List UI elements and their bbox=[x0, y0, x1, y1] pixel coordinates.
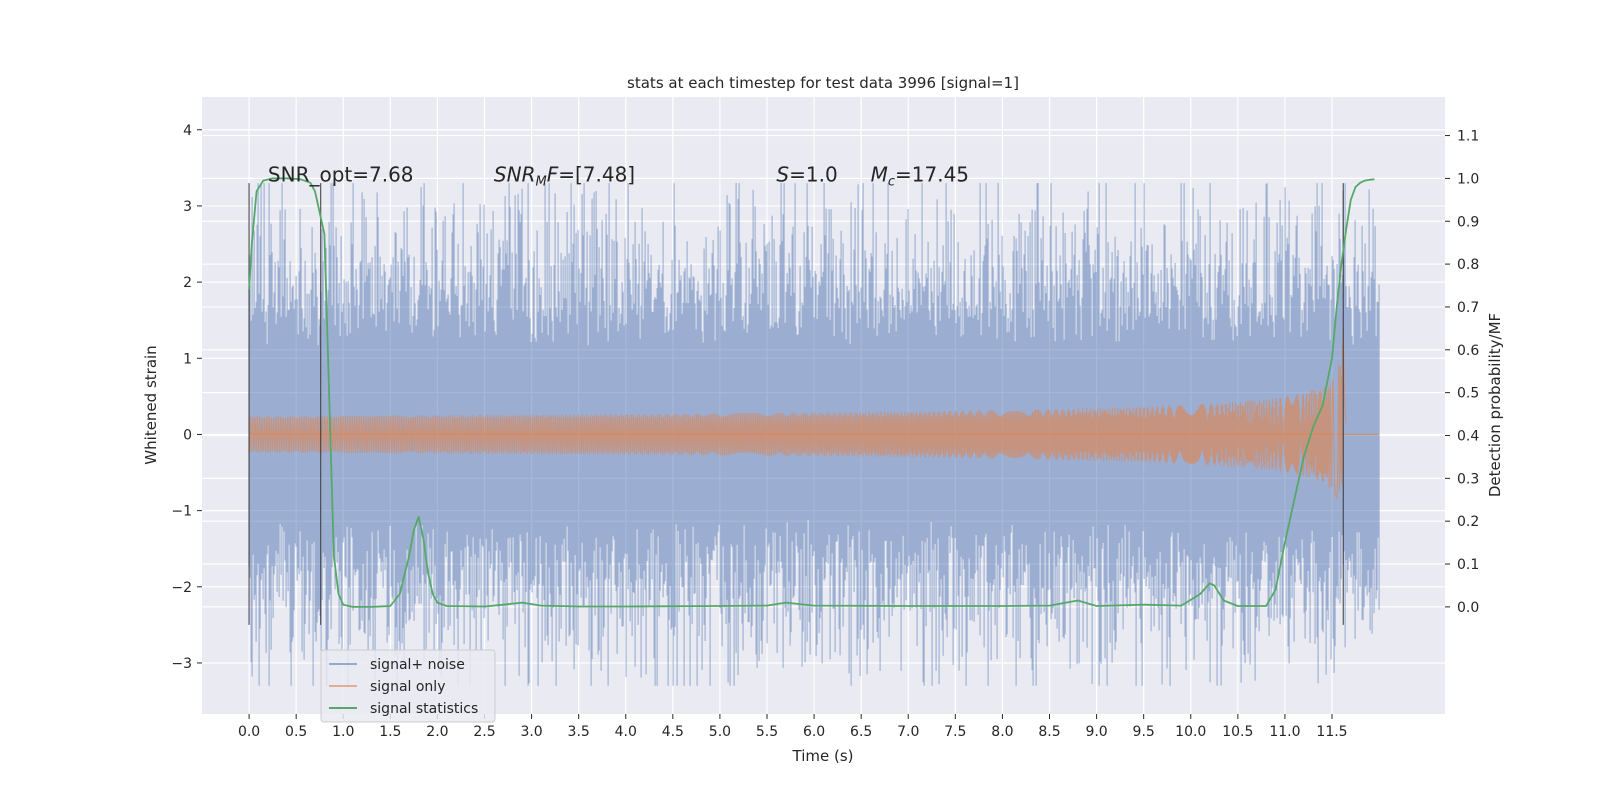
annotation-snr-mf-tail: F bbox=[547, 163, 559, 187]
y-tick-label: 2 bbox=[183, 275, 192, 291]
x-tick-label: 8.5 bbox=[1038, 724, 1060, 740]
y-axis-label: Whitened strain bbox=[142, 345, 160, 464]
x-tick-label: 4.0 bbox=[615, 724, 637, 740]
x-tick-label: 10.0 bbox=[1175, 724, 1206, 740]
legend-label-signal-statistics: signal statistics bbox=[370, 701, 478, 717]
y2-tick-label: 0.0 bbox=[1457, 600, 1479, 616]
annotation-s-value: S=1.0 bbox=[776, 163, 837, 187]
annotation-mc-number: =17.45 bbox=[895, 163, 969, 187]
y-tick-label: −2 bbox=[171, 580, 192, 596]
y2-tick-label: 0.6 bbox=[1457, 343, 1479, 359]
y2-tick-label: 0.4 bbox=[1457, 428, 1479, 444]
annotation-snr-mf-sub: M bbox=[535, 175, 546, 190]
x-tick-label: 4.5 bbox=[662, 724, 684, 740]
x-tick-label: 8.0 bbox=[991, 724, 1013, 740]
legend-box bbox=[320, 649, 496, 723]
x-ticks: 0.0 0.5 1.0 1.5 2.0 2.5 3.0 3.5 4.0 4.5 5.0 5.5 6.0 6… bbox=[238, 714, 1348, 740]
x-tick-label: 0.0 bbox=[238, 724, 260, 740]
y2-tick-label: 0.9 bbox=[1457, 214, 1479, 230]
y-tick-label: 4 bbox=[183, 123, 192, 139]
annotation-snr-mf: SNRMF=[7.48] bbox=[494, 163, 635, 190]
legend-label-signal-noise: signal+ noise bbox=[370, 657, 465, 673]
x-tick-label: 9.5 bbox=[1133, 724, 1155, 740]
y2-tick-label: 0.8 bbox=[1457, 257, 1479, 273]
annotation-mc-sub: c bbox=[888, 175, 895, 190]
x-tick-label: 2.0 bbox=[426, 724, 448, 740]
annotation-snr-opt: SNR_opt=7.68 bbox=[268, 163, 414, 187]
x-tick-label: 1.0 bbox=[332, 724, 354, 740]
annotation-s-number: =1.0 bbox=[789, 163, 838, 187]
x-tick-label: 11.5 bbox=[1316, 724, 1347, 740]
x-tick-label: 0.5 bbox=[285, 724, 307, 740]
y2-ticks: 0.0 0.1 0.2 0.3 0.4 0.5 0.6 0.7 0.8 0.9 1.0 1.1 bbox=[1445, 129, 1479, 616]
legend: signal+ noise signal only signal statist… bbox=[320, 649, 496, 723]
x-tick-label: 7.5 bbox=[944, 724, 966, 740]
annotations: SNR_opt=7.68 SNRMF=[7.48] S=1.0 Mc=17.45 bbox=[268, 163, 969, 190]
y2-tick-label: 0.5 bbox=[1457, 386, 1479, 402]
x-tick-label: 11.0 bbox=[1269, 724, 1300, 740]
y2-tick-label: 1.0 bbox=[1457, 171, 1479, 187]
y-tick-label: −1 bbox=[171, 504, 192, 520]
x-tick-label: 3.5 bbox=[568, 724, 590, 740]
y2-tick-label: 1.1 bbox=[1457, 129, 1479, 145]
annotation-mc-symbol: M bbox=[871, 163, 888, 187]
y-ticks: −3 −2 −1 0 1 2 3 4 bbox=[171, 123, 202, 672]
y-tick-label: 1 bbox=[183, 351, 192, 367]
y2-axis-label: Detection probability/MF bbox=[1486, 313, 1504, 497]
x-axis-label: Time (s) bbox=[792, 747, 854, 765]
chart-title: stats at each timestep for test data 399… bbox=[627, 74, 1019, 92]
signal-trace bbox=[248, 327, 1347, 501]
annotation-snr-mf-main: SNR bbox=[494, 163, 536, 187]
y-tick-label: 3 bbox=[183, 199, 192, 215]
y-tick-label: −3 bbox=[171, 656, 192, 672]
legend-label-signal-only: signal only bbox=[370, 679, 445, 695]
annotation-snr-mf-value: =[7.48] bbox=[558, 163, 635, 187]
x-tick-label: 2.5 bbox=[473, 724, 495, 740]
annotation-mc-value: Mc=17.45 bbox=[871, 163, 969, 190]
series-signal-only bbox=[248, 327, 1380, 501]
series-signal-statistics bbox=[248, 177, 1375, 608]
x-tick-label: 10.5 bbox=[1222, 724, 1253, 740]
y2-tick-label: 0.7 bbox=[1457, 300, 1479, 316]
y2-tick-label: 0.3 bbox=[1457, 471, 1479, 487]
x-tick-label: 5.5 bbox=[756, 724, 778, 740]
x-tick-label: 6.0 bbox=[803, 724, 825, 740]
statistics-trace bbox=[248, 177, 1375, 608]
annotation-s-symbol: S bbox=[776, 163, 789, 187]
x-tick-label: 3.0 bbox=[520, 724, 542, 740]
y2-tick-label: 0.2 bbox=[1457, 514, 1479, 530]
x-tick-label: 1.5 bbox=[379, 724, 401, 740]
y2-tick-label: 0.1 bbox=[1457, 557, 1479, 573]
x-tick-label: 7.0 bbox=[897, 724, 919, 740]
x-tick-label: 6.5 bbox=[850, 724, 872, 740]
x-tick-label: 9.0 bbox=[1085, 724, 1107, 740]
y-tick-label: 0 bbox=[183, 427, 192, 443]
x-tick-label: 5.0 bbox=[709, 724, 731, 740]
